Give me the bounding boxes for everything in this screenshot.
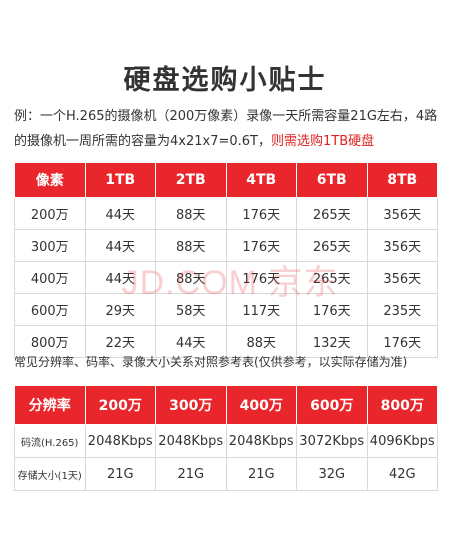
table-cell: 21G [225, 457, 297, 491]
table-cell: 21G [84, 457, 156, 491]
table-cell: 44天 [155, 325, 227, 358]
table-cell: 600万 [14, 293, 86, 326]
table-cell: 2048Kbps [155, 424, 227, 458]
table-row: 码流(H.265) 2048Kbps 2048Kbps 2048Kbps 307… [14, 424, 438, 458]
table-cell: 176天 [225, 229, 297, 262]
table-cell: 44天 [84, 197, 156, 230]
example-highlight: 则需选购1TB硬盘 [270, 134, 375, 149]
table-cell: 176天 [366, 325, 438, 358]
table-cell: 58天 [155, 293, 227, 326]
table-cell: 176天 [296, 293, 368, 326]
table-cell: 200万 [14, 197, 86, 230]
table-cell: 265天 [296, 229, 368, 262]
table-cell: 4096Kbps [366, 424, 438, 458]
table-cell: 356天 [366, 229, 438, 262]
table-cell: 3072Kbps [296, 424, 368, 458]
header-cell: 8TB [366, 162, 438, 198]
table-cell: 88天 [155, 229, 227, 262]
header-cell: 200万 [84, 385, 156, 425]
table-cell: 356天 [366, 261, 438, 294]
table-cell: 265天 [296, 197, 368, 230]
header-cell: 6TB [296, 162, 368, 198]
table-cell: 176天 [225, 261, 297, 294]
table-row: 存储大小(1天) 21G 21G 21G 32G 42G [14, 457, 438, 491]
header-cell: 800万 [366, 385, 438, 425]
reference-note: 常见分辨率、码率、录像大小关系对照参考表(仅供参考，以实际存储为准) [14, 355, 408, 369]
table-cell: 132天 [296, 325, 368, 358]
table-row: 300万 44天 88天 176天 265天 356天 [14, 229, 438, 262]
table-cell: 88天 [155, 261, 227, 294]
header-cell: 300万 [155, 385, 227, 425]
table-cell: 32G [296, 457, 368, 491]
table-row: 800万 22天 44天 88天 132天 176天 [14, 325, 438, 358]
table-cell: 44天 [84, 261, 156, 294]
header-cell: 600万 [296, 385, 368, 425]
table-cell: 235天 [366, 293, 438, 326]
header-cell: 2TB [155, 162, 227, 198]
header-cell: 400万 [225, 385, 297, 425]
row-header: 码流(H.265) [14, 424, 86, 458]
table-cell: 800万 [14, 325, 86, 358]
header-cell: 像素 [14, 162, 86, 198]
table-cell: 117天 [225, 293, 297, 326]
header-cell: 4TB [225, 162, 297, 198]
table-row: 400万 44天 88天 176天 265天 356天 [14, 261, 438, 294]
table-cell: 44天 [84, 229, 156, 262]
capacity-table-header: 像素 1TB 2TB 4TB 6TB 8TB [14, 162, 438, 198]
table-cell: 400万 [14, 261, 86, 294]
table-cell: 356天 [366, 197, 438, 230]
header-cell: 1TB [84, 162, 156, 198]
table-cell: 29天 [84, 293, 156, 326]
table-cell: 300万 [14, 229, 86, 262]
table-cell: 265天 [296, 261, 368, 294]
table-cell: 2048Kbps [225, 424, 297, 458]
header-cell: 分辨率 [14, 385, 86, 425]
page-title: 硬盘选购小贴士 [123, 65, 327, 96]
example-paragraph: 例：一个H.265的摄像机（200万像素）录像一天所需容量21G左右，4路的摄像… [14, 104, 438, 154]
table-row: 200万 44天 88天 176天 265天 356天 [14, 197, 438, 230]
example-text: 例：一个H.265的摄像机（200万像素）录像一天所需容量21G左右，4路的摄像… [14, 109, 438, 149]
table-row: 600万 29天 58天 117天 176天 235天 [14, 293, 438, 326]
table-cell: 2048Kbps [84, 424, 156, 458]
capacity-table: 像素 1TB 2TB 4TB 6TB 8TB 200万 44天 88天 176天… [14, 162, 438, 358]
resolution-table: 分辨率 200万 300万 400万 600万 800万 码流(H.265) 2… [14, 385, 438, 491]
table-cell: 88天 [155, 197, 227, 230]
resolution-table-header: 分辨率 200万 300万 400万 600万 800万 [14, 385, 438, 425]
table-cell: 21G [155, 457, 227, 491]
table-cell: 176天 [225, 197, 297, 230]
table-cell: 22天 [84, 325, 156, 358]
table-cell: 42G [366, 457, 438, 491]
row-header: 存储大小(1天) [14, 457, 86, 491]
